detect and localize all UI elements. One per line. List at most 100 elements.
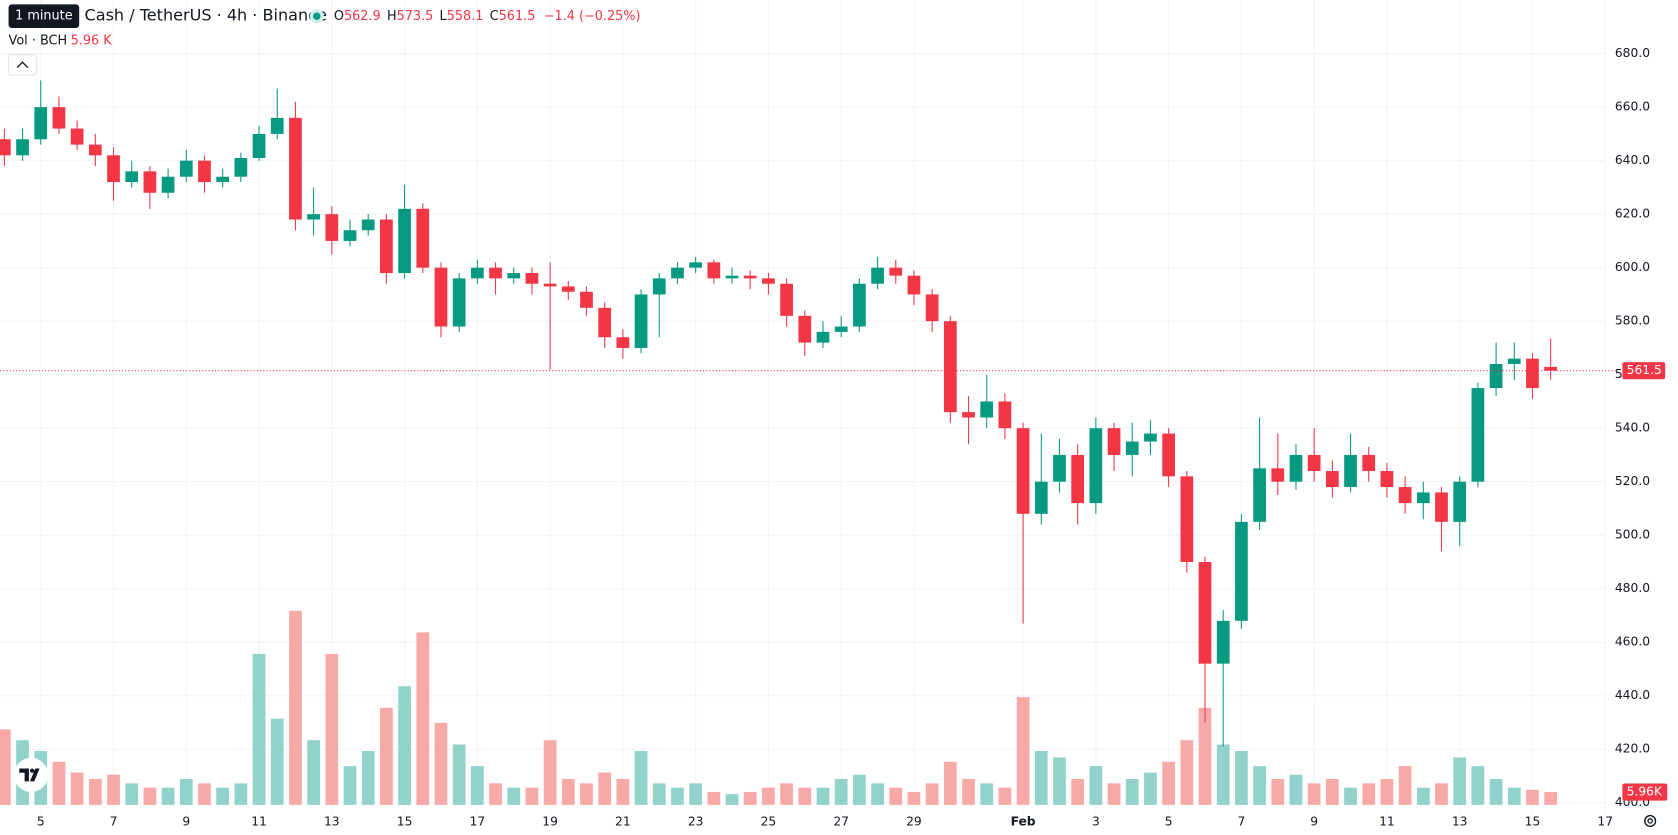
volume-bar bbox=[1034, 750, 1048, 805]
y-tick-label: 540.0 bbox=[1615, 421, 1650, 435]
candle-body bbox=[179, 160, 193, 177]
candle-body bbox=[1307, 454, 1321, 472]
volume-tag-label: 5.96K bbox=[1627, 785, 1663, 799]
volume-bar bbox=[0, 729, 11, 805]
candle-body bbox=[380, 219, 393, 274]
x-tick-label: 9 bbox=[182, 815, 190, 829]
volume-bar bbox=[980, 783, 994, 805]
candle-body bbox=[1507, 358, 1521, 364]
x-tick-label: 23 bbox=[688, 815, 704, 829]
volume-bar bbox=[1016, 697, 1030, 805]
volume-bar bbox=[1235, 750, 1248, 805]
volume-bar bbox=[580, 783, 593, 805]
volume-bar bbox=[307, 740, 320, 805]
volume-bar bbox=[1089, 766, 1103, 805]
candle-body bbox=[161, 176, 175, 193]
candle-body bbox=[1526, 358, 1539, 389]
volume-bar bbox=[361, 750, 375, 805]
volume-bar bbox=[1435, 783, 1448, 805]
volume-bar bbox=[107, 774, 120, 805]
volume-bar bbox=[1526, 789, 1539, 805]
volume-bar bbox=[179, 779, 193, 805]
x-tick-label: 21 bbox=[615, 815, 631, 829]
volume-bar bbox=[1325, 779, 1339, 805]
candle-body bbox=[398, 208, 411, 274]
volume-bar bbox=[452, 744, 466, 805]
y-tick-label: 460.0 bbox=[1615, 635, 1650, 649]
x-tick-label: 7 bbox=[110, 815, 118, 829]
last-price-label: 561.5 bbox=[1627, 363, 1662, 377]
candle-body bbox=[307, 214, 320, 220]
volume-bar bbox=[1380, 779, 1394, 805]
candle-body bbox=[1271, 468, 1285, 482]
candle-body bbox=[1344, 454, 1357, 488]
candle-body bbox=[1071, 454, 1085, 504]
volume-bar bbox=[798, 787, 812, 805]
settings-icon[interactable] bbox=[1644, 814, 1657, 827]
volume-bar bbox=[634, 750, 648, 805]
candle-body bbox=[616, 337, 630, 348]
gear[interactable] bbox=[1644, 814, 1657, 827]
volume-bar bbox=[907, 791, 921, 805]
volume-bar bbox=[1489, 779, 1503, 805]
overlay: 400.0420.0440.0460.0480.0500.0520.0540.0… bbox=[0, 46, 1668, 829]
y-tick-label: 660.0 bbox=[1615, 100, 1650, 114]
volume-bar bbox=[1507, 787, 1521, 805]
chart-title[interactable]: Cash / TetherUS · 4h · Binance bbox=[85, 6, 327, 25]
volume-bar bbox=[543, 740, 557, 805]
candle-body bbox=[689, 262, 703, 268]
candle-body bbox=[107, 155, 120, 183]
volume-bar bbox=[525, 787, 539, 805]
x-tick-label: 17 bbox=[1597, 815, 1613, 829]
volume-bar bbox=[943, 761, 957, 805]
y-tick-label: 520.0 bbox=[1615, 474, 1650, 488]
x-tick-label: 3 bbox=[1092, 815, 1100, 829]
candle-body bbox=[634, 294, 648, 348]
volume-bar bbox=[652, 783, 666, 805]
candle-body bbox=[998, 401, 1012, 429]
candle-body bbox=[1471, 388, 1485, 482]
x-tick-label: 15 bbox=[1525, 815, 1541, 829]
volume-bar bbox=[434, 722, 448, 805]
x-tick-label: 29 bbox=[906, 815, 922, 829]
volume-bar bbox=[1271, 779, 1285, 805]
x-tick-label: 13 bbox=[1452, 815, 1468, 829]
candle-body bbox=[762, 278, 775, 284]
x-tick-label: 7 bbox=[1237, 815, 1245, 829]
volume-bar bbox=[871, 783, 884, 805]
volume-bar bbox=[743, 791, 757, 805]
volume-bar bbox=[398, 686, 411, 805]
candle-body bbox=[834, 326, 848, 332]
candle-body bbox=[1435, 492, 1448, 522]
candle-body bbox=[289, 117, 302, 220]
volume-bar bbox=[962, 779, 975, 805]
candle-body bbox=[671, 267, 684, 279]
legend-value: 558.1 bbox=[447, 9, 484, 24]
volume-bar bbox=[598, 772, 612, 805]
candle-body bbox=[1544, 366, 1558, 371]
volume-bar bbox=[88, 779, 102, 805]
volume-bar bbox=[416, 632, 430, 805]
volume-bar bbox=[762, 787, 775, 805]
candle-body bbox=[125, 171, 139, 183]
legend-value: 561.5 bbox=[499, 9, 536, 24]
volume-bar bbox=[1307, 783, 1321, 805]
volume-bar bbox=[1398, 766, 1412, 805]
x-tick-label: 13 bbox=[324, 815, 340, 829]
candle-body bbox=[1016, 428, 1030, 514]
volume-bar bbox=[1053, 757, 1066, 805]
volume-bar bbox=[1289, 774, 1303, 805]
collapse-button[interactable] bbox=[8, 54, 37, 76]
legend-prefix: L bbox=[440, 9, 448, 24]
x-tick-label: 27 bbox=[833, 815, 849, 829]
candle-body bbox=[1398, 487, 1412, 504]
volume-bar bbox=[925, 783, 939, 805]
candle-body bbox=[216, 176, 230, 183]
volume-bar bbox=[198, 783, 211, 805]
logo bbox=[13, 757, 49, 793]
candle-body bbox=[816, 331, 830, 343]
volume-bar bbox=[1253, 766, 1266, 805]
volume-bar bbox=[143, 787, 157, 805]
candle-body bbox=[1489, 363, 1503, 389]
x-tick-label: 9 bbox=[1310, 815, 1318, 829]
